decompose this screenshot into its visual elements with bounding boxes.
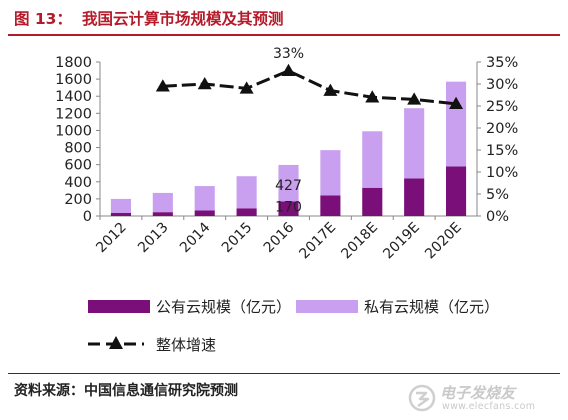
- right-y-tick-label: 0%: [486, 209, 509, 225]
- chart-bars: [110, 81, 467, 216]
- chart-growth-line: [155, 63, 464, 110]
- growth-point-marker: [239, 81, 254, 94]
- x-tick-label: 2020E: [422, 220, 465, 263]
- right-y-tick-label: 35%: [486, 55, 518, 71]
- right-y-tick-label: 15%: [486, 143, 518, 159]
- x-tick-label: 2018E: [338, 220, 381, 263]
- right-y-tick-label: 5%: [486, 187, 509, 203]
- right-y-tick-label: 10%: [486, 165, 518, 181]
- left-y-tick-label: 200: [64, 192, 92, 208]
- bar-private-cloud: [404, 108, 425, 179]
- bar-private-cloud: [152, 192, 173, 213]
- growth-point-marker: [449, 96, 464, 110]
- bar-public-cloud: [278, 201, 299, 216]
- growth-point-marker: [407, 92, 422, 105]
- left-y-tick-label: 1000: [55, 123, 92, 139]
- title-rule: [8, 34, 560, 36]
- bar-private-cloud: [320, 150, 341, 196]
- bar-public-cloud: [152, 212, 173, 216]
- x-tick-label: 2019E: [380, 220, 423, 263]
- legend-label: 整体增速: [156, 336, 216, 354]
- x-tick-label: 2016: [261, 219, 298, 256]
- growth-point-marker: [197, 77, 212, 90]
- elecfans-logo-icon: [408, 384, 436, 412]
- left-y-tick-label: 400: [64, 175, 92, 191]
- bar-public-cloud: [362, 187, 383, 216]
- bar-public-cloud: [404, 178, 425, 216]
- watermark-text: 电子发烧友: [440, 384, 516, 402]
- bar-private-cloud: [446, 81, 467, 167]
- source-rule: [8, 373, 560, 374]
- growth-line-path: [162, 69, 457, 106]
- bar-private-cloud: [278, 164, 299, 202]
- left-y-tick-label: 1600: [55, 72, 92, 88]
- legend-label: 私有云规模（亿元）: [364, 298, 499, 316]
- growth-point-marker: [323, 83, 338, 96]
- x-tick-label: 2015: [219, 220, 256, 257]
- legend-label: 公有云规模（亿元）: [156, 298, 291, 316]
- growth-point-marker: [281, 63, 296, 77]
- bar-private-cloud: [110, 198, 131, 214]
- left-y-tick-label: 1800: [55, 55, 92, 71]
- data-label: 170: [275, 200, 302, 216]
- chart-legend: 公有云规模（亿元） 私有云规模（亿元） 整体增速: [88, 298, 499, 354]
- chart-data-labels: 427 170 33%: [273, 46, 304, 216]
- left-y-tick-label: 1200: [55, 106, 92, 122]
- bar-private-cloud: [194, 186, 215, 211]
- legend-triangle-marker: [109, 336, 123, 349]
- bar-private-cloud: [236, 176, 257, 209]
- figure-source: 资料来源：中国信息通信研究院预测: [14, 383, 238, 399]
- right-y-tick-label: 30%: [486, 77, 518, 93]
- right-y-tick-label: 25%: [486, 99, 518, 115]
- bar-public-cloud: [110, 213, 131, 216]
- data-label: 33%: [273, 46, 304, 62]
- data-label: 427: [275, 178, 302, 194]
- watermark-url: www.elecfans.com: [442, 401, 536, 412]
- left-y-tick-label: 0: [83, 209, 92, 225]
- bar-public-cloud: [320, 195, 341, 216]
- bar-public-cloud: [236, 208, 257, 216]
- figure-title: 图 13： 我国云计算市场规模及其预测: [14, 7, 283, 29]
- x-tick-label: 2014: [177, 219, 214, 256]
- watermark: 电子发烧友 www.elecfans.com: [408, 380, 558, 416]
- x-tick-label: 2012: [93, 220, 130, 257]
- x-tick-label: 2013: [135, 220, 172, 257]
- bar-public-cloud: [194, 210, 215, 216]
- growth-point-marker: [155, 79, 170, 92]
- x-tick-label: 2017E: [296, 220, 339, 263]
- left-y-tick-label: 800: [64, 141, 92, 157]
- figure-title-text: 我国云计算市场规模及其预测: [81, 10, 284, 28]
- growth-point-marker: [365, 90, 380, 103]
- bar-public-cloud: [446, 166, 467, 216]
- legend-swatch: [296, 300, 358, 313]
- figure-label: 图 13：: [14, 10, 72, 28]
- left-y-tick-label: 600: [64, 158, 92, 174]
- left-y-tick-label: 1400: [55, 89, 92, 105]
- legend-swatch: [88, 300, 150, 313]
- bar-private-cloud: [362, 131, 383, 188]
- right-y-tick-label: 20%: [486, 121, 518, 137]
